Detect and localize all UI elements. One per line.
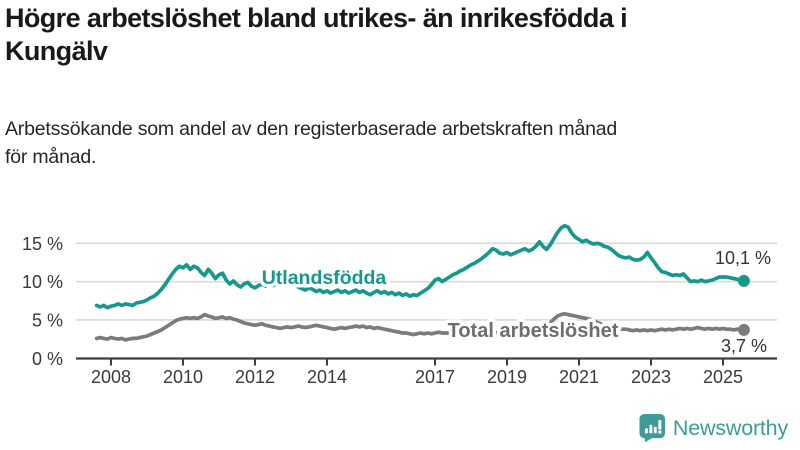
chart-subtitle: Arbetssökande som andel av den registerb… [5,116,797,171]
newsworthy-logo: Newsworthy [639,412,788,444]
series-end-dot-total-arbetsloshet [737,323,750,336]
x-tick-label: 2008 [91,367,131,387]
newsworthy-logo-text: Newsworthy [672,415,788,440]
series-label-total-arbetsloshet: Total arbetslöshet [448,320,619,342]
x-tick-label: 2025 [703,367,743,387]
series-line-utlandsfodda [94,223,746,310]
y-tick-label: 0 % [32,349,63,369]
page-title: Högre arbetslöshet bland utrikes- än inr… [5,2,797,68]
y-tick-label: 5 % [32,310,63,330]
y-tick-label: 10 % [22,272,63,292]
series-label-utlandsfodda: Utlandsfödda [262,267,387,289]
series-end-dot-utlandsfodda [737,274,750,287]
newsworthy-chart-bubble-icon [639,413,665,443]
x-tick-label: 2017 [415,367,455,387]
x-tick-label: 2010 [163,367,203,387]
y-tick-label: 15 % [22,234,63,254]
x-tick-label: 2021 [559,367,599,387]
x-tick-label: 2023 [631,367,671,387]
page-title-line2: Kungälv [5,35,108,66]
series-end-value-label: 3,7 % [721,336,767,356]
series-end-value-label: 10,1 % [715,248,771,268]
x-tick-label: 2012 [235,367,275,387]
x-tick-label: 2019 [487,367,527,387]
chart-subtitle-line2: för månad. [5,145,97,168]
chart-subtitle-line1: Arbetssökande som andel av den registerb… [5,118,618,140]
series-line-total-arbetsloshet [94,311,746,342]
x-tick-label: 2014 [307,367,347,387]
page-title-line1: Högre arbetslöshet bland utrikes- än inr… [5,3,628,33]
